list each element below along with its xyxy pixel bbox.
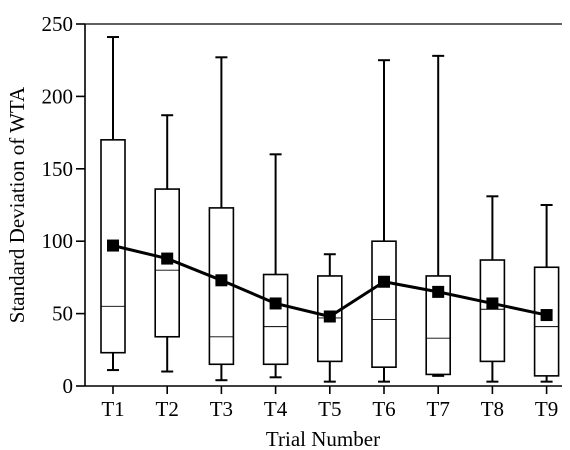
- x-tick-label: T6: [372, 397, 395, 421]
- mean-marker: [432, 285, 445, 298]
- x-tick-label: T7: [427, 397, 450, 421]
- mean-marker: [215, 274, 228, 287]
- iqr-box: [371, 240, 397, 368]
- y-tick-label: 50: [52, 302, 73, 326]
- box-t6: [371, 59, 397, 383]
- mean-marker: [107, 239, 119, 252]
- mean-line-group: [107, 239, 553, 323]
- y-ticks: 0 50 100 150 200 250: [42, 12, 85, 398]
- y-tick-label: 150: [42, 157, 74, 181]
- box-t4: [262, 153, 289, 379]
- y-tick-label: 100: [42, 229, 74, 253]
- axes: [84, 23, 562, 387]
- y-tick-label: 0: [63, 374, 74, 398]
- box-t7: [425, 54, 452, 377]
- box-t3: [208, 56, 235, 382]
- x-axis-title: Trial Number: [266, 427, 380, 450]
- y-tick-label: 250: [42, 12, 74, 36]
- x-tick-label: T4: [264, 397, 288, 421]
- mean-marker: [540, 309, 553, 322]
- mean-marker: [161, 252, 174, 265]
- y-tick-label: 200: [42, 84, 74, 108]
- mean-marker: [323, 310, 336, 323]
- x-tick-label: T5: [318, 397, 341, 421]
- iqr-box: [533, 266, 560, 377]
- x-ticks: T1 T2 T3 T4 T5 T6 T7 T8 T9: [101, 386, 558, 421]
- x-tick-label: T1: [101, 397, 124, 421]
- iqr-box: [479, 259, 506, 363]
- y-axis-title: Standard Deviation of WTA: [5, 86, 29, 323]
- box-t1: [100, 36, 126, 372]
- x-tick-label: T2: [156, 397, 179, 421]
- mean-marker: [486, 297, 499, 310]
- x-tick-label: T8: [481, 397, 504, 421]
- x-tick-label: T9: [535, 397, 558, 421]
- x-tick-label: T3: [210, 397, 233, 421]
- mean-marker: [269, 297, 282, 310]
- iqr-box: [262, 273, 289, 366]
- box-t2: [154, 114, 180, 373]
- boxes: [100, 36, 560, 383]
- box-t9: [533, 204, 560, 383]
- mean-marker: [378, 275, 390, 288]
- box-t8: [479, 195, 506, 383]
